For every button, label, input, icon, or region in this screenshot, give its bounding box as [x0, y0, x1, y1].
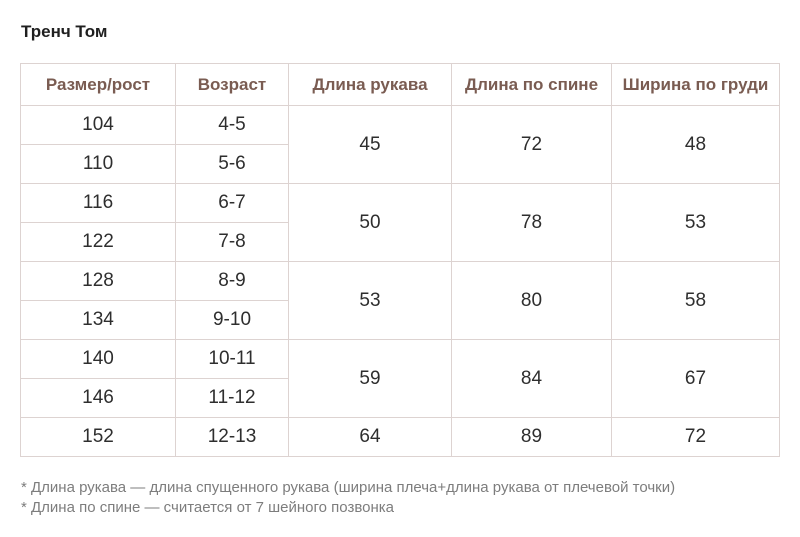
back-length-cell: 84: [451, 339, 612, 418]
back-length-cell: 78: [451, 183, 612, 262]
table-row: 122 7-8: [20, 222, 780, 262]
chest-width-cell: 72: [611, 417, 780, 457]
size-cell: 116: [20, 183, 176, 223]
size-cell: 152: [20, 417, 176, 457]
sleeve-length-cell: 59: [288, 339, 452, 418]
table-header-row: Размер/рост Возраст Длина рукава Длина п…: [20, 63, 780, 106]
column-header-sleeve-length: Длина рукава: [288, 63, 452, 106]
chest-width-cell: 53: [611, 183, 780, 262]
size-cell: 146: [20, 378, 176, 418]
table-row: 146 11-12: [20, 378, 780, 418]
table-row: 116 6-7 50 78 53: [20, 183, 780, 262]
size-cell: 110: [20, 144, 176, 184]
age-cell: 10-11: [175, 339, 289, 379]
column-header-back-length: Длина по спине: [451, 63, 612, 106]
table-row: 140 10-11 59 84 67: [20, 339, 780, 418]
age-cell: 11-12: [175, 378, 289, 418]
size-chart-table: Размер/рост Возраст Длина рукава Длина п…: [20, 63, 780, 457]
size-cell: 140: [20, 339, 176, 379]
age-cell: 7-8: [175, 222, 289, 262]
table-row: 110 5-6: [20, 144, 780, 184]
age-cell: 12-13: [175, 417, 289, 457]
back-length-cell: 80: [451, 261, 612, 340]
table-row: 152 12-13 64 89 72: [20, 417, 780, 457]
chest-width-cell: 48: [611, 105, 780, 184]
sleeve-length-cell: 64: [288, 417, 452, 457]
size-cell: 128: [20, 261, 176, 301]
sleeve-length-cell: 45: [288, 105, 452, 184]
age-cell: 9-10: [175, 300, 289, 340]
age-cell: 4-5: [175, 105, 289, 145]
chest-width-cell: 67: [611, 339, 780, 418]
age-cell: 8-9: [175, 261, 289, 301]
back-length-cell: 89: [451, 417, 612, 457]
back-length-cell: 72: [451, 105, 612, 184]
table-row: 134 9-10: [20, 300, 780, 340]
footnote-back-length: * Длина по спине — считается от 7 шейног…: [21, 499, 395, 516]
page-title: Тренч Том: [21, 22, 108, 41]
column-header-age: Возраст: [175, 63, 289, 106]
table-row: 104 4-5 45 72 48: [20, 105, 780, 184]
footnote-sleeve-length: * Длина рукава — длина спущенного рукава…: [21, 479, 676, 496]
footnotes: * Длина рукава — длина спущенного рукава…: [21, 478, 675, 518]
age-cell: 5-6: [175, 144, 289, 184]
sleeve-length-cell: 53: [288, 261, 452, 340]
sleeve-length-cell: 50: [288, 183, 452, 262]
size-cell: 104: [20, 105, 176, 145]
size-cell: 122: [20, 222, 176, 262]
column-header-chest-width: Ширина по груди: [611, 63, 780, 106]
age-cell: 6-7: [175, 183, 289, 223]
table-row: 128 8-9 53 80 58: [20, 261, 780, 340]
chest-width-cell: 58: [611, 261, 780, 340]
column-header-size: Размер/рост: [20, 63, 176, 106]
size-cell: 134: [20, 300, 176, 340]
